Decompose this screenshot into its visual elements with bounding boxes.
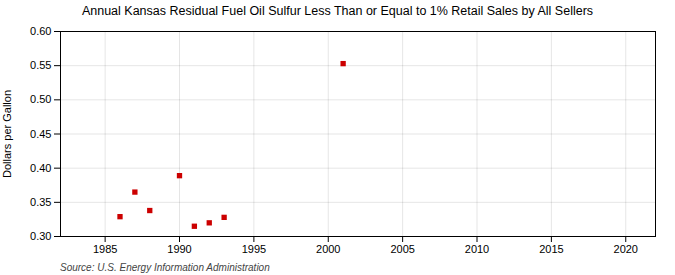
svg-text:2000: 2000: [316, 243, 340, 255]
svg-text:0.55: 0.55: [30, 59, 51, 71]
svg-text:1995: 1995: [242, 243, 266, 255]
svg-text:1985: 1985: [93, 243, 117, 255]
svg-text:0.60: 0.60: [30, 25, 51, 37]
svg-text:2010: 2010: [465, 243, 489, 255]
svg-text:2020: 2020: [614, 243, 638, 255]
svg-text:0.45: 0.45: [30, 128, 51, 140]
html-text:Annual Kansas Residual Fuel Oi: Annual Kansas Residual Fuel Oil Sulfur L…: [81, 4, 594, 18]
svg-text:0.30: 0.30: [30, 230, 51, 242]
svg-text:0.50: 0.50: [30, 93, 51, 105]
svg-text:2005: 2005: [390, 243, 414, 255]
svg-text:2015: 2015: [539, 243, 563, 255]
svg-text:1990: 1990: [167, 243, 191, 255]
svg-text:0.40: 0.40: [30, 162, 51, 174]
svg-text:Dollars per Gallon: Dollars per Gallon: [1, 90, 13, 178]
html-text:Source: U.S. Energy Informatio: Source: U.S. Energy Information Administ…: [60, 262, 270, 273]
svg-text:0.35: 0.35: [30, 196, 51, 208]
